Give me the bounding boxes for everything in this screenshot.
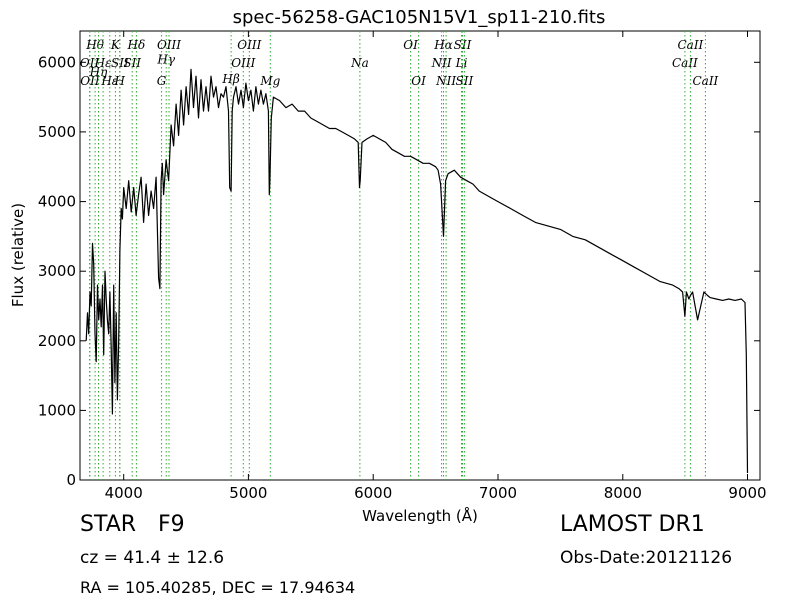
y-tick-label-5: 5000: [38, 123, 76, 141]
line-markers: OIIOIIHθHηHεHεKHSIISIIHδGHγOIIIHβOIIIOII…: [80, 31, 719, 480]
line-marker-label-29: CaII: [692, 74, 718, 88]
spectrum-line-0: [85, 68, 749, 474]
line-marker-label-6: K: [110, 38, 121, 52]
line-marker-label-14: Hβ: [221, 72, 239, 86]
x-tick-label-2: 6000: [354, 484, 392, 502]
line-marker-label-4: Hε: [94, 56, 112, 70]
line-marker-label-20: OI: [411, 74, 426, 88]
y-tick-label-4: 4000: [38, 193, 76, 211]
object-classification: STAR F9: [80, 512, 185, 537]
y-axis-title: Flux (relative): [9, 203, 27, 307]
y-tick-label-0: 0: [66, 471, 76, 489]
line-marker-label-8: SII: [111, 56, 129, 70]
survey-name: LAMOST DR1: [560, 512, 705, 537]
line-marker-label-22: Hα: [433, 38, 453, 52]
x-tick-label-3: 7000: [479, 484, 517, 502]
line-marker-label-25: SII: [454, 38, 472, 52]
chart-title: spec-56258-GAC105N15V1_sp11-210.fits: [233, 7, 606, 28]
line-marker-label-18: Na: [350, 56, 369, 70]
line-marker-label-12: Hγ: [156, 52, 175, 66]
line-marker-label-27: CaII: [672, 56, 698, 70]
line-marker-label-16: OIII: [237, 38, 261, 52]
x-axis-title: Wavelength (Å): [362, 506, 478, 525]
object-type: STAR: [80, 512, 137, 537]
plot-frame: [79, 30, 761, 481]
line-marker-label-2: Hθ: [85, 38, 104, 52]
x-tick-label-4: 8000: [604, 484, 642, 502]
observation-date: Obs-Date:20121126: [560, 548, 733, 568]
y-tick-label-2: 2000: [38, 332, 76, 350]
line-marker-label-9: SII: [123, 56, 141, 70]
redshift-readout: cz = 41.4 ± 12.6: [80, 548, 225, 568]
x-tick-label-1: 5000: [229, 484, 267, 502]
axis-ticks: 4000 5000 6000 7000 8000 9000 0 1000 2000 3000 400…: [38, 31, 767, 502]
object-subclass: F9: [158, 512, 185, 537]
line-marker-label-19: OI: [403, 38, 418, 52]
line-marker-label-28: CaII: [677, 38, 703, 52]
x-tick-label-5: 9000: [728, 484, 766, 502]
y-tick-label-1: 1000: [38, 401, 76, 419]
spectrum-series: [85, 68, 749, 474]
line-marker-label-15: OIII: [231, 56, 255, 70]
line-marker-label-24: Li: [455, 56, 468, 70]
y-tick-label-6: 6000: [38, 53, 76, 71]
sky-coordinates: RA = 105.40285, DEC = 17.94634: [80, 578, 356, 597]
line-marker-label-17: Mg: [259, 74, 280, 88]
line-marker-label-11: G: [157, 74, 167, 88]
line-marker-label-7: H: [113, 74, 125, 88]
line-marker-label-5: Hε: [100, 74, 118, 88]
y-tick-label-3: 3000: [38, 262, 76, 280]
line-marker-label-26: SII: [456, 74, 474, 88]
line-marker-label-21: NII: [431, 56, 452, 70]
line-marker-label-10: Hδ: [127, 38, 146, 52]
line-marker-label-13: OIII: [157, 38, 181, 52]
line-marker-label-23: NII: [435, 74, 456, 88]
x-tick-label-0: 4000: [105, 484, 143, 502]
